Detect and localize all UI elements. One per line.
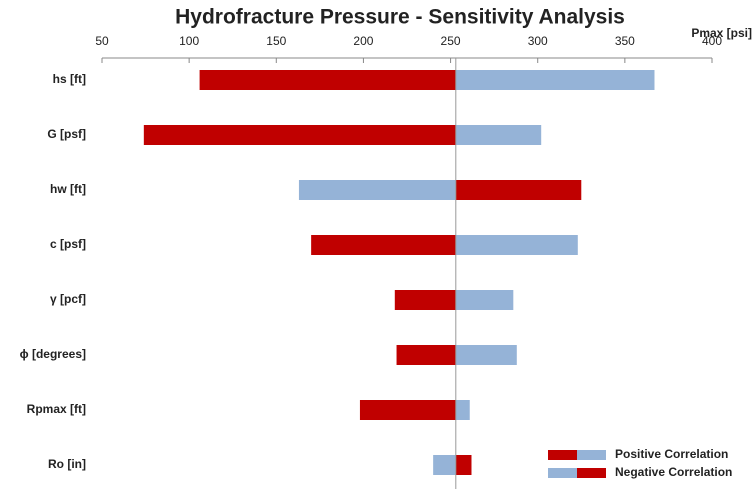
category-label: γ [pcf] — [50, 292, 86, 306]
legend-swatch — [548, 468, 577, 478]
category-label: c [psf] — [50, 237, 86, 251]
category-label: Rpmax [ft] — [27, 402, 86, 416]
x-tick-label: 350 — [615, 34, 635, 48]
bar-high — [455, 125, 542, 145]
bar-low — [394, 290, 456, 310]
axis-label: Pmax [psi] — [691, 26, 752, 40]
bar-high — [455, 180, 582, 200]
chart-title: Hydrofracture Pressure - Sensitivity Ana… — [175, 6, 625, 29]
category-label: hs [ft] — [53, 72, 86, 86]
bar-low — [199, 70, 456, 90]
legend-label: Negative Correlation — [615, 465, 732, 479]
category-label: hw [ft] — [50, 182, 86, 196]
x-tick-label: 50 — [95, 34, 109, 48]
x-tick-label: 400 — [702, 34, 722, 48]
legend-swatch — [577, 450, 606, 460]
bar-high — [455, 235, 578, 255]
bar-high — [455, 70, 655, 90]
bar-high — [455, 290, 514, 310]
category-label: Ro [in] — [48, 457, 86, 471]
legend-swatch — [548, 450, 577, 460]
x-tick-label: 200 — [353, 34, 373, 48]
bar-low — [298, 180, 456, 200]
bar-low — [396, 345, 456, 365]
bar-low — [143, 125, 456, 145]
x-tick-label: 100 — [179, 34, 199, 48]
bar-high — [455, 400, 470, 420]
x-tick-label: 300 — [528, 34, 548, 48]
category-label: ϕ [degrees] — [20, 347, 86, 361]
bar-high — [455, 345, 517, 365]
category-label: G [psf] — [47, 127, 86, 141]
bar-low — [359, 400, 456, 420]
bar-low — [433, 455, 456, 475]
x-tick-label: 250 — [441, 34, 461, 48]
legend-swatch — [577, 468, 606, 478]
x-tick-label: 150 — [266, 34, 286, 48]
bar-low — [311, 235, 456, 255]
bar-high — [455, 455, 472, 475]
legend-label: Positive Correlation — [615, 447, 728, 461]
